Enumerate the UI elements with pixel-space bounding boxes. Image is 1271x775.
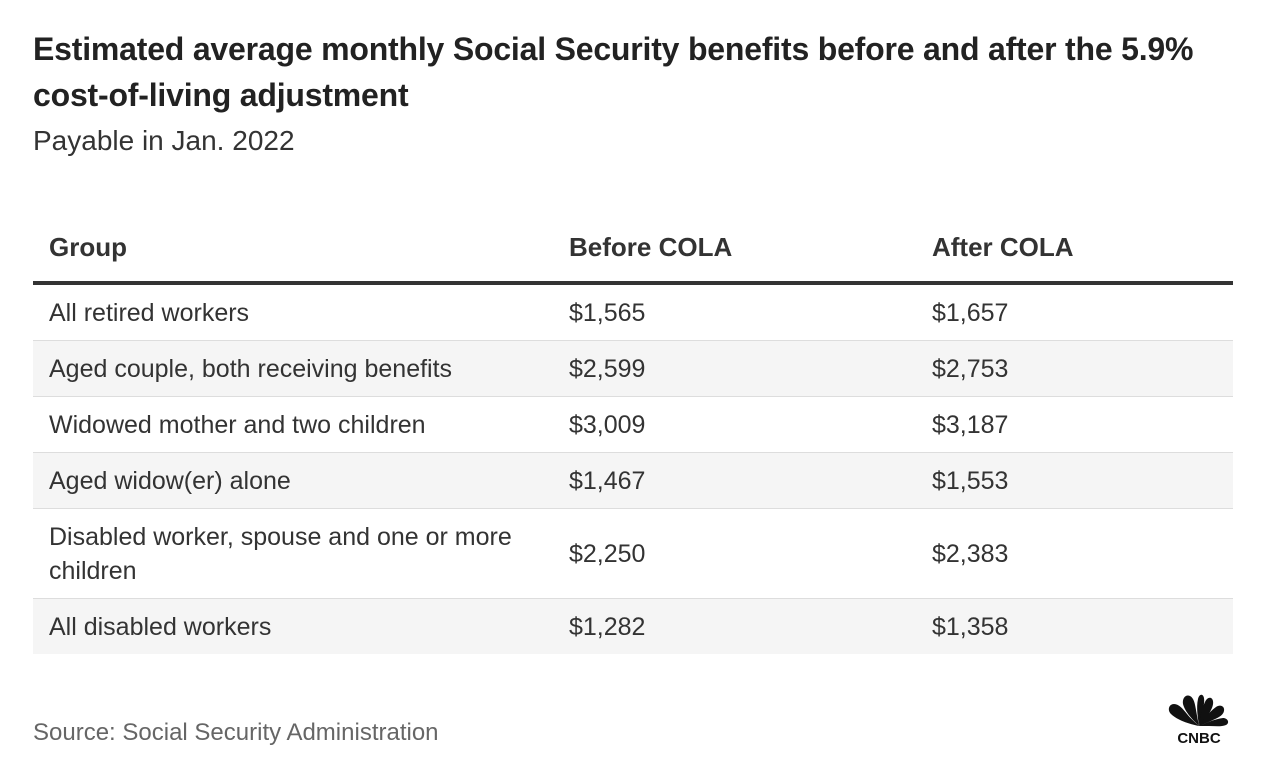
before-cola-cell: $1,467 bbox=[553, 452, 916, 509]
before-cola-cell: $1,565 bbox=[553, 283, 916, 341]
chart-header: Estimated average monthly Social Securit… bbox=[33, 26, 1233, 158]
column-header-after-cola: After COLA bbox=[916, 214, 1233, 285]
after-cola-cell: $1,553 bbox=[916, 452, 1233, 509]
logo-wordmark: CNBC bbox=[1177, 730, 1220, 746]
after-cola-cell: $2,383 bbox=[916, 508, 1233, 599]
source-note: Source: Social Security Administration bbox=[33, 719, 439, 746]
data-table: Group Before COLA After COLA All retired… bbox=[33, 214, 1233, 654]
after-cola-cell: $1,358 bbox=[916, 598, 1233, 654]
chart-subtitle: Payable in Jan. 2022 bbox=[33, 125, 295, 156]
after-cola-cell: $2,753 bbox=[916, 340, 1233, 397]
table-row: Aged couple, both receiving benefits $2,… bbox=[33, 340, 1233, 397]
data-table-container: Group Before COLA After COLA All retired… bbox=[33, 214, 1233, 654]
cnbc-logo: CNBC bbox=[1163, 690, 1235, 746]
group-cell: All disabled workers bbox=[33, 598, 553, 654]
group-cell: All retired workers bbox=[33, 283, 553, 341]
table-row: Widowed mother and two children $3,009 $… bbox=[33, 396, 1233, 453]
column-header-before-cola: Before COLA bbox=[553, 214, 916, 285]
group-cell: Aged couple, both receiving benefits bbox=[33, 340, 553, 397]
peacock-icon: CNBC bbox=[1168, 694, 1229, 746]
before-cola-cell: $3,009 bbox=[553, 396, 916, 453]
group-cell: Aged widow(er) alone bbox=[33, 452, 553, 509]
after-cola-cell: $1,657 bbox=[916, 283, 1233, 341]
table-header-row: Group Before COLA After COLA bbox=[33, 214, 1233, 285]
group-cell: Disabled worker, spouse and one or more … bbox=[33, 508, 553, 599]
before-cola-cell: $2,599 bbox=[553, 340, 916, 397]
chart-title: Estimated average monthly Social Securit… bbox=[33, 31, 1194, 113]
group-cell: Widowed mother and two children bbox=[33, 396, 553, 453]
column-header-group: Group bbox=[33, 214, 553, 285]
table-row: Aged widow(er) alone $1,467 $1,553 bbox=[33, 452, 1233, 509]
table-header: Group Before COLA After COLA bbox=[33, 214, 1233, 285]
table-row: Disabled worker, spouse and one or more … bbox=[33, 508, 1233, 599]
before-cola-cell: $2,250 bbox=[553, 508, 916, 599]
table-row: All disabled workers $1,282 $1,358 bbox=[33, 598, 1233, 654]
before-cola-cell: $1,282 bbox=[553, 598, 916, 654]
table-row: All retired workers $1,565 $1,657 bbox=[33, 283, 1233, 341]
table-body: All retired workers $1,565 $1,657 Aged c… bbox=[33, 283, 1233, 654]
after-cola-cell: $3,187 bbox=[916, 396, 1233, 453]
